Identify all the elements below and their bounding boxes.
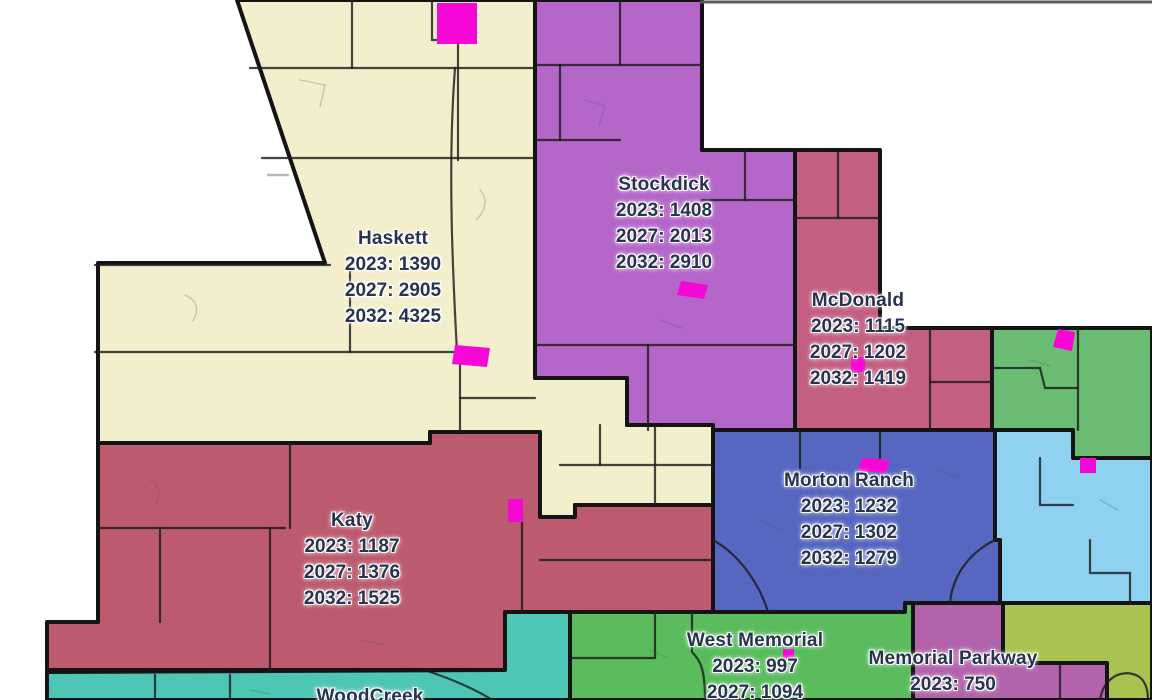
zone-projection: 2023: 1232 (800, 496, 898, 517)
zone-name: West Memorial (686, 630, 824, 651)
zone-label-west-memorial: West Memorial 2023: 997 2027: 1094 (687, 628, 823, 700)
zone-projection: 2027: 2013 (615, 226, 713, 247)
zone-label-haskett: Haskett 2023: 1390 2027: 2905 2032: 4325 (345, 226, 441, 330)
zone-projection: 2023: 1390 (344, 254, 442, 275)
school-site-marker (783, 649, 794, 658)
zone-projection: 2027: 1376 (303, 562, 401, 583)
street-texture (149, 79, 1119, 695)
zone-name: Stockdick (618, 174, 710, 195)
zone-label-morton-ranch: Morton Ranch 2023: 1232 2027: 1302 2032:… (784, 468, 914, 572)
zone-projection: 2027: 1202 (809, 342, 907, 363)
school-site-marker (1080, 458, 1096, 473)
zone-projection: 2027: 1094 (706, 682, 804, 700)
zone-projection: 2032: 1279 (800, 548, 898, 569)
school-site-marker (437, 3, 477, 44)
zone-projection: 2032: 4325 (344, 306, 442, 327)
zone-projection: 2032: 1419 (809, 368, 907, 389)
zone-name: McDonald (811, 290, 905, 311)
zone-label-woodcreek: WoodCreek (316, 684, 423, 700)
school-site-marker (1053, 329, 1075, 351)
zone-projection: 2023: 1115 (810, 316, 906, 337)
zone-name: WoodCreek (316, 686, 424, 700)
zone-name: Memorial Parkway (868, 648, 1038, 669)
zone-label-mcdonald: McDonald 2023: 1115 2027: 1202 2032: 141… (810, 288, 906, 392)
zone-projection: 2023: 1408 (615, 200, 713, 221)
zone-projection: 2032: 2910 (615, 252, 713, 273)
school-site-marker (452, 345, 490, 367)
school-site-marker (677, 281, 708, 299)
zone-name: Haskett (357, 228, 429, 249)
zone-projection: 2023: 750 (910, 674, 996, 695)
zone-projection: 2032: 1525 (303, 588, 401, 609)
parcel-lines (93, 0, 1150, 700)
school-site-marker (851, 357, 865, 372)
zone-projection: 2023: 997 (712, 656, 798, 677)
zone-projection: 2027: 2905 (344, 280, 442, 301)
school-site-markers (437, 3, 1096, 658)
zone-projection: 2027: 1302 (800, 522, 898, 543)
school-site-marker (508, 499, 523, 522)
zone-label-katy: Katy 2023: 1187 2027: 1376 2032: 1525 (304, 508, 400, 612)
zone-projection: 2023: 1187 (304, 536, 400, 557)
school-site-marker (858, 458, 890, 473)
zone-label-stockdick: Stockdick 2023: 1408 2027: 2013 2032: 29… (616, 172, 712, 276)
zone-name: Katy (331, 510, 373, 531)
zone-name: Morton Ranch (783, 470, 915, 491)
zone-label-memorial-parkway: Memorial Parkway 2023: 750 (868, 646, 1037, 698)
